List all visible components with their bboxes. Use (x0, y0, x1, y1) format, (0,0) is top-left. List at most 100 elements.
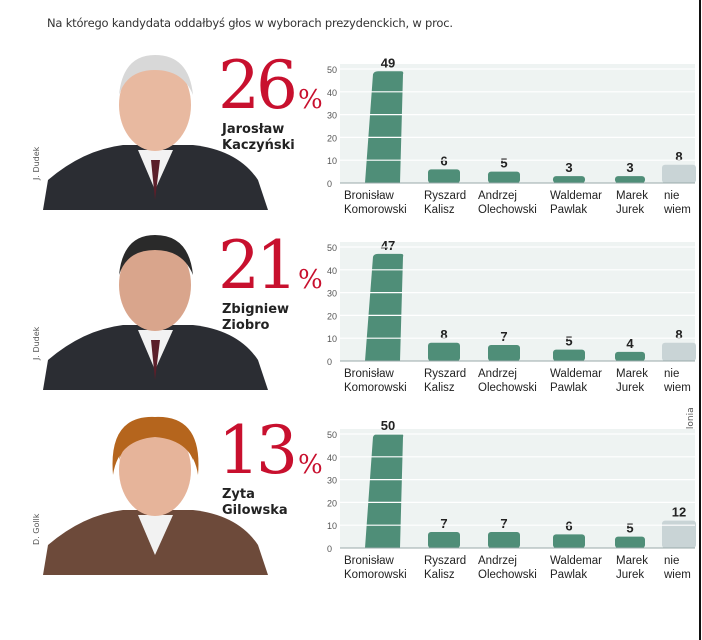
category-label: Ryszard (424, 190, 466, 202)
data-label: 12 (672, 505, 686, 520)
y-tick-label: 0 (327, 357, 332, 367)
category-label: Andrzej (478, 190, 517, 202)
category-label: Jurek (616, 569, 644, 581)
category-label: Komorowski (344, 569, 407, 581)
category-label: nie (664, 190, 679, 202)
category-label: wiem (663, 569, 691, 581)
percent-sign: % (297, 265, 323, 295)
y-tick-label: 10 (327, 334, 337, 344)
percent-value: 21 (218, 227, 298, 304)
category-label: Komorowski (344, 382, 407, 394)
bar (615, 351, 645, 361)
data-label: 8 (675, 149, 682, 164)
category-label: Marek (616, 190, 648, 202)
bar-chart: 50BronisławKomorowski7RyszardKalisz7Andr… (327, 418, 696, 581)
data-label: 7 (500, 516, 507, 531)
category-label: nie (664, 368, 679, 380)
category-label: Waldemar (550, 190, 602, 202)
category-label: Andrzej (478, 368, 517, 380)
y-tick-label: 30 (327, 111, 337, 121)
y-tick-label: 50 (327, 243, 337, 253)
chart-title: Na którego kandydata oddałbyś głos w wyb… (47, 16, 453, 30)
y-tick-label: 40 (327, 266, 337, 276)
bar (553, 534, 585, 548)
bar (365, 434, 404, 548)
y-tick-label: 30 (327, 289, 337, 299)
category-label: wiem (663, 204, 691, 216)
bar (365, 71, 404, 183)
data-label: 7 (500, 329, 507, 344)
data-label: 3 (565, 160, 572, 175)
support-percent: 21% (218, 233, 323, 299)
y-tick-label: 0 (327, 544, 332, 554)
y-tick-label: 40 (327, 453, 337, 463)
data-label: 7 (440, 516, 447, 531)
y-tick-label: 20 (327, 311, 337, 321)
data-label: 47 (381, 238, 395, 253)
y-tick-label: 50 (327, 65, 337, 75)
bar (662, 520, 696, 548)
data-label: 6 (440, 153, 447, 168)
category-label: Marek (616, 555, 648, 567)
data-label: 6 (565, 518, 572, 533)
category-label: Pawlak (550, 569, 587, 581)
category-label: Marek (616, 368, 648, 380)
category-label: Olechowski (478, 204, 537, 216)
bar (488, 532, 520, 548)
y-tick-label: 50 (327, 430, 337, 440)
percent-value: 26 (218, 47, 298, 124)
category-label: Kalisz (424, 204, 455, 216)
category-label: Kalisz (424, 382, 455, 394)
name-line: Zbigniew (222, 302, 290, 317)
data-label: 3 (626, 160, 633, 175)
category-label: nie (664, 555, 679, 567)
data-label: 4 (626, 336, 634, 351)
photo-credit: J. Dudek (32, 146, 41, 180)
category-label: Waldemar (550, 555, 602, 567)
support-percent: 26% (218, 53, 323, 119)
percent-sign: % (297, 450, 323, 480)
category-label: Olechowski (478, 569, 537, 581)
category-label: Waldemar (550, 368, 602, 380)
data-label: 8 (675, 327, 682, 342)
y-tick-label: 30 (327, 476, 337, 486)
bar (662, 164, 696, 183)
category-label: Pawlak (550, 204, 587, 216)
category-label: Andrzej (478, 555, 517, 567)
data-label: 5 (565, 334, 572, 349)
photo-credit: D. Gollk (32, 513, 41, 545)
category-label: Bronisław (344, 555, 395, 567)
y-tick-label: 0 (327, 179, 332, 189)
candidate-name: Jarosław Kaczyński (222, 122, 295, 154)
percent-value: 13 (218, 412, 298, 489)
name-line: Gilowska (222, 503, 288, 518)
category-label: wiem (663, 382, 691, 394)
bar (553, 349, 585, 361)
candidate-name: Zyta Gilowska (222, 487, 288, 519)
category-label: Jurek (616, 382, 644, 394)
portrait-photo (43, 415, 268, 575)
category-label: Ryszard (424, 555, 466, 567)
portrait-photo (43, 230, 268, 390)
bar (615, 536, 645, 548)
category-label: Jurek (616, 204, 644, 216)
portrait-photo (43, 50, 268, 210)
category-label: Bronisław (344, 190, 395, 202)
y-tick-label: 20 (327, 133, 337, 143)
category-label: Pawlak (550, 382, 587, 394)
category-label: Ryszard (424, 368, 466, 380)
bar (615, 176, 645, 183)
bar-chart: 49 Bronisław Komorowski 6 Ryszard Kalisz 5 Andr… (327, 55, 696, 216)
bar (428, 342, 460, 361)
bar (428, 532, 460, 548)
bar (488, 345, 520, 361)
category-label: Bronisław (344, 368, 395, 380)
data-label: 5 (626, 521, 633, 536)
name-line: Ziobro (222, 318, 270, 333)
right-border (699, 0, 701, 640)
percent-sign: % (297, 85, 323, 115)
data-label: 50 (381, 418, 395, 433)
category-label: Komorowski (344, 204, 407, 216)
bar (662, 342, 696, 361)
data-label: 5 (500, 156, 507, 171)
